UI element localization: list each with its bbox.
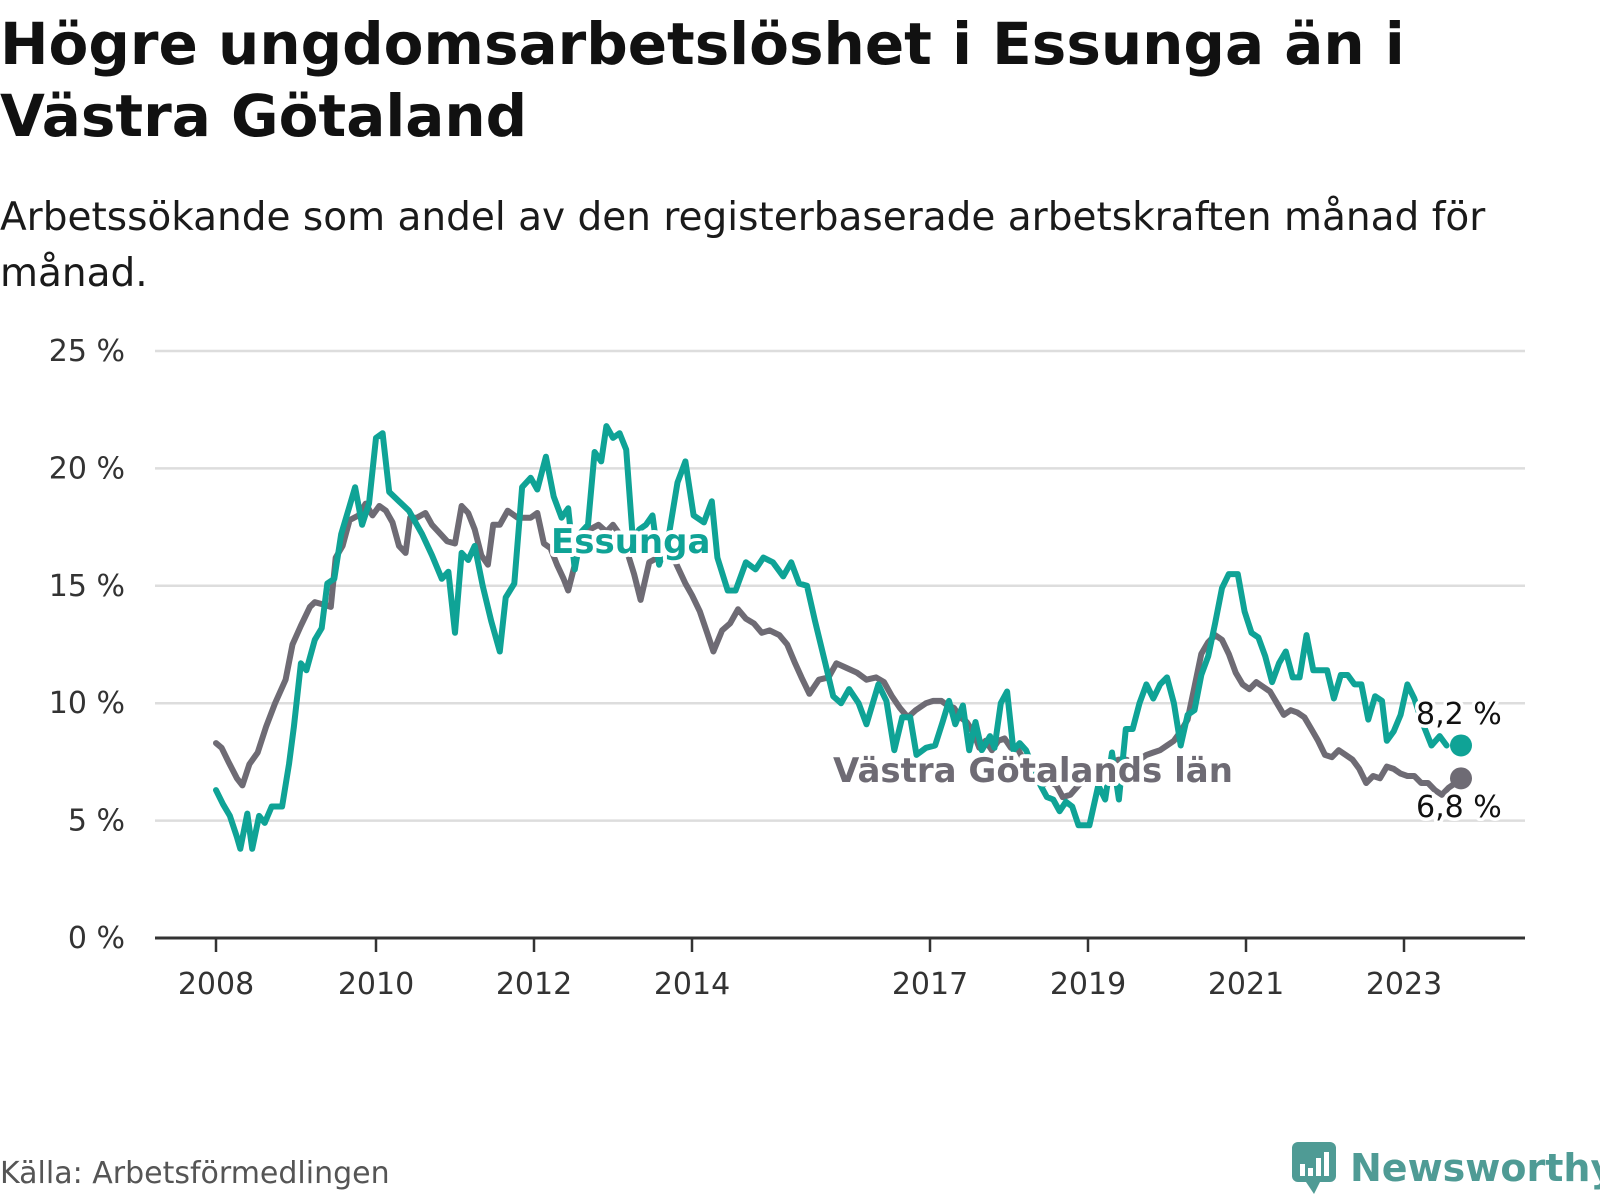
x-tick-label: 2019 bbox=[1050, 967, 1126, 1002]
y-tick-label: 25 % bbox=[49, 334, 125, 369]
series-label-vastra-gotaland-halo: Västra Götalands län bbox=[833, 751, 1233, 791]
series-label-essunga: Essunga bbox=[551, 522, 710, 562]
end-label-essunga-halo: 8,2 % bbox=[1416, 697, 1502, 732]
end-label-vastra-gotaland: 6,8 % bbox=[1416, 790, 1502, 825]
brand-logo-group: Newsworthy bbox=[1290, 1140, 1600, 1196]
x-tick-label: 2012 bbox=[496, 967, 572, 1002]
series-lines bbox=[213, 423, 1472, 852]
gridlines bbox=[155, 349, 1525, 940]
newsworthy-logo-icon bbox=[1292, 1142, 1336, 1194]
end-point-marker bbox=[1450, 734, 1472, 757]
y-tick-label: 0 % bbox=[68, 921, 125, 956]
end-label-vastra-gotaland-halo: 6,8 % bbox=[1416, 790, 1502, 825]
chart-subtitle: Arbetssökande som andel av den registerb… bbox=[0, 195, 1486, 296]
series-label-vastra-gotaland: Västra Götalands län bbox=[833, 751, 1233, 791]
x-tick-label: 2017 bbox=[892, 967, 968, 1002]
source-note: Källa: Arbetsförmedlingen bbox=[0, 1156, 390, 1191]
y-tick-label: 10 % bbox=[49, 686, 125, 721]
brand-name: Newsworthy bbox=[1350, 1146, 1600, 1190]
end-point-marker bbox=[1450, 767, 1472, 790]
y-tick-label: 20 % bbox=[49, 451, 125, 486]
x-axis-ticks: 2008 2010 2012 2014 2017 2019 2021 2023 bbox=[178, 938, 1442, 1002]
x-tick-label: 2023 bbox=[1366, 967, 1442, 1002]
series-line-essunga bbox=[213, 423, 1450, 852]
y-tick-label: 5 % bbox=[68, 804, 125, 839]
end-label-essunga: 8,2 % bbox=[1416, 697, 1502, 732]
x-tick-label: 2014 bbox=[654, 967, 730, 1002]
line-chart: 0 %5 %10 %15 %20 %25 % 2008 2010 2012 2014 2… bbox=[49, 334, 1525, 1002]
series-label-essunga-halo: Essunga bbox=[551, 522, 710, 562]
x-tick-label: 2021 bbox=[1208, 967, 1284, 1002]
y-axis-ticks: 0 % 5 % 10 % 15 % 20 % 25 % bbox=[49, 334, 125, 956]
chart-title: Högre ungdomsarbetslöshet i Essunga än i… bbox=[0, 10, 1405, 150]
series-line-vastra-gotaland bbox=[213, 500, 1466, 801]
x-tick-label: 2008 bbox=[178, 967, 254, 1002]
x-tick-label: 2010 bbox=[338, 967, 414, 1002]
y-tick-label: 15 % bbox=[49, 569, 125, 604]
